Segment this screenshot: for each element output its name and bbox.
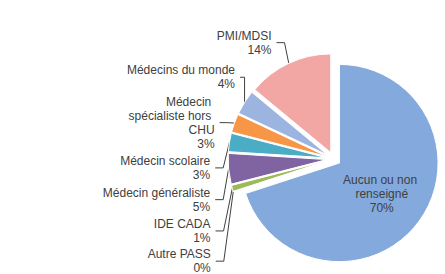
svg-text:Aucun ou non: Aucun ou non xyxy=(343,173,420,187)
svg-text:14%: 14% xyxy=(247,43,271,57)
svg-text:1%: 1% xyxy=(193,231,211,245)
svg-text:3%: 3% xyxy=(197,137,215,151)
svg-text:70%: 70% xyxy=(370,201,394,215)
svg-text:IDE CADA: IDE CADA xyxy=(154,217,211,231)
svg-text:PMI/MDSI: PMI/MDSI xyxy=(217,29,272,43)
svg-text:Médecin: Médecin xyxy=(166,95,215,109)
svg-text:Autre PASS: Autre PASS xyxy=(148,247,211,261)
svg-text:3%: 3% xyxy=(193,168,211,182)
svg-text:CHU: CHU xyxy=(189,123,215,137)
svg-text:renseigné: renseigné xyxy=(355,187,408,201)
svg-text:Médecin généraliste: Médecin généraliste xyxy=(103,186,211,200)
svg-text:spécialiste hors: spécialiste hors xyxy=(129,109,215,123)
svg-text:Médecins du monde: Médecins du monde xyxy=(127,63,235,77)
svg-text:4%: 4% xyxy=(218,77,236,91)
svg-text:Médecin scolaire: Médecin scolaire xyxy=(120,154,210,168)
svg-text:5%: 5% xyxy=(193,200,211,214)
svg-text:0%: 0% xyxy=(193,261,211,274)
